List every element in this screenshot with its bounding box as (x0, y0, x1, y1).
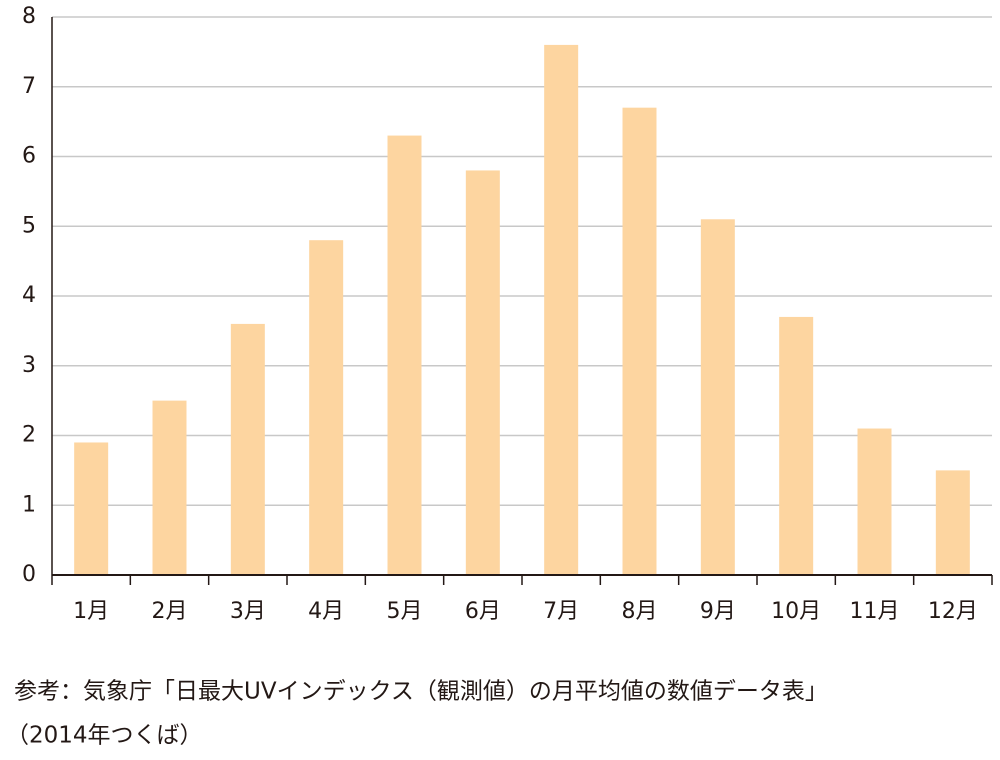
y-tick-label: 1 (22, 492, 36, 517)
source-note: 参考：気象庁「日最大UVインデックス（観測値）の月平均値の数値データ表」 (14, 679, 828, 705)
y-tick-label: 2 (22, 423, 36, 448)
y-tick-label: 7 (22, 74, 36, 99)
y-tick-label: 5 (22, 213, 36, 238)
bar (857, 428, 892, 575)
x-tick-label: 5月 (387, 599, 423, 624)
x-tick-label: 3月 (230, 599, 266, 624)
x-tick-label: 2月 (152, 599, 188, 624)
x-tick-label: 1月 (73, 599, 109, 624)
y-tick-label: 4 (22, 283, 36, 308)
source-note: （2014年つくば） (6, 723, 203, 749)
bar (309, 240, 344, 575)
y-tick-label: 3 (22, 353, 36, 378)
bar (230, 323, 265, 575)
y-tick-label: 6 (22, 144, 36, 169)
x-tick-label: 7月 (543, 599, 579, 624)
bar (935, 470, 970, 575)
bar (779, 316, 814, 575)
bar (465, 170, 500, 575)
x-tick-label: 8月 (622, 599, 658, 624)
x-tick-label: 6月 (465, 599, 501, 624)
bar (387, 135, 422, 575)
x-tick-label: 10月 (771, 599, 821, 624)
bar (74, 442, 109, 575)
bar (544, 44, 579, 575)
y-tick-label: 0 (22, 562, 36, 587)
y-tick-label: 8 (22, 4, 36, 29)
x-tick-label: 12月 (928, 599, 978, 624)
x-tick-label: 4月 (308, 599, 344, 624)
bar (622, 107, 657, 576)
bar (152, 400, 187, 575)
bar (700, 219, 735, 575)
x-tick-label: 11月 (850, 599, 900, 624)
x-tick-label: 9月 (700, 599, 736, 624)
